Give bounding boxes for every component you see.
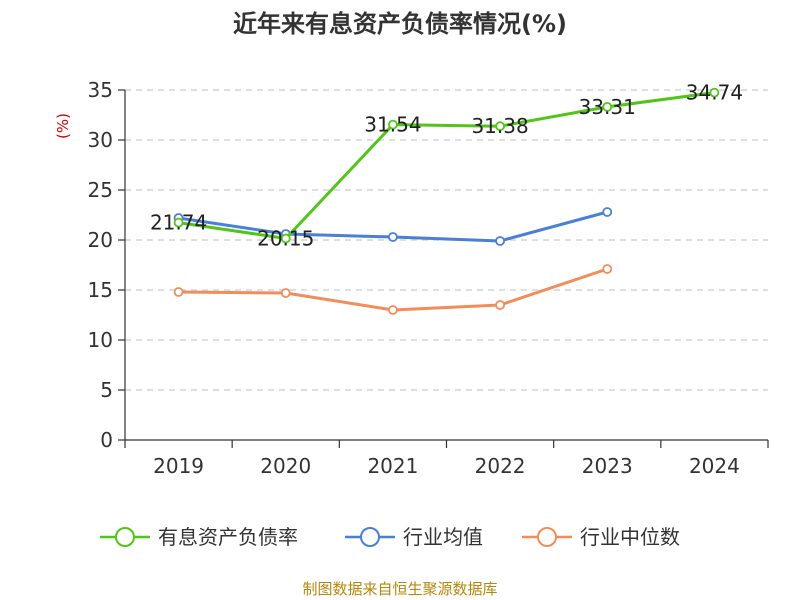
legend-label: 行业中位数	[580, 525, 680, 549]
x-tick-labels: 2019 2020 2021 2022 2023 2024	[153, 454, 740, 478]
x-tick-label: 2019	[153, 454, 204, 478]
legend-swatch-marker	[115, 527, 135, 547]
data-label: 31.38	[471, 114, 528, 138]
y-tick-label: 10	[88, 328, 113, 352]
data-point[interactable]	[388, 232, 398, 242]
series-lines	[173, 87, 720, 315]
y-axis-label: (%)	[54, 113, 72, 139]
x-tick-label: 2022	[475, 454, 526, 478]
legend-label: 有息资产负债率	[158, 525, 298, 549]
data-label: 33.31	[579, 95, 636, 119]
y-tick-label: 20	[88, 228, 113, 252]
chart-title: 近年来有息资产负债率情况(%)	[233, 10, 567, 38]
data-point[interactable]	[495, 121, 505, 132]
y-tick-label: 30	[88, 128, 113, 152]
data-label: 31.54	[364, 113, 421, 137]
data-labels: 21.74 20.15 31.54 31.38 33.31 34.74	[150, 81, 743, 251]
data-point[interactable]	[602, 264, 613, 274]
data-point[interactable]	[709, 87, 720, 98]
y-tick-label: 0	[100, 428, 113, 452]
legend-swatch-marker	[360, 527, 380, 547]
series-line-0	[178, 91, 715, 240]
legend-item-1[interactable]: 行业均值	[345, 525, 483, 549]
data-point[interactable]	[602, 207, 613, 217]
legend-item-0[interactable]: 有息资产负债率	[100, 525, 298, 549]
y-tick-label: 35	[88, 78, 113, 102]
data-label: 21.74	[150, 211, 207, 235]
y-tick-label: 5	[100, 378, 113, 402]
legend[interactable]: 有息资产负债率 行业均值 行业中位数	[100, 525, 680, 549]
x-tick-label: 2024	[689, 454, 740, 478]
data-label: 20.15	[257, 227, 314, 251]
data-point[interactable]	[280, 233, 291, 244]
legend-label: 行业均值	[403, 525, 483, 549]
y-tick-labels: 0 5 10 15 20 25 30 35	[88, 78, 113, 452]
x-tick-label: 2021	[367, 454, 418, 478]
data-point[interactable]	[280, 288, 291, 298]
source-note: 制图数据来自恒生聚源数据库	[302, 580, 497, 598]
data-point[interactable]	[173, 217, 184, 228]
legend-swatch-marker	[537, 527, 557, 547]
data-point[interactable]	[495, 236, 505, 246]
legend-item-2[interactable]: 行业中位数	[522, 525, 680, 549]
data-label: 34.74	[686, 81, 743, 105]
x-tick-label: 2020	[260, 454, 311, 478]
data-point[interactable]	[173, 287, 184, 297]
y-tick-label: 25	[88, 178, 113, 202]
x-tick-label: 2023	[582, 454, 633, 478]
data-point[interactable]	[602, 102, 613, 112]
data-point[interactable]	[495, 300, 505, 310]
axes	[118, 89, 769, 448]
data-point[interactable]	[388, 305, 398, 315]
data-point[interactable]	[388, 119, 398, 130]
y-tick-label: 15	[88, 278, 113, 302]
